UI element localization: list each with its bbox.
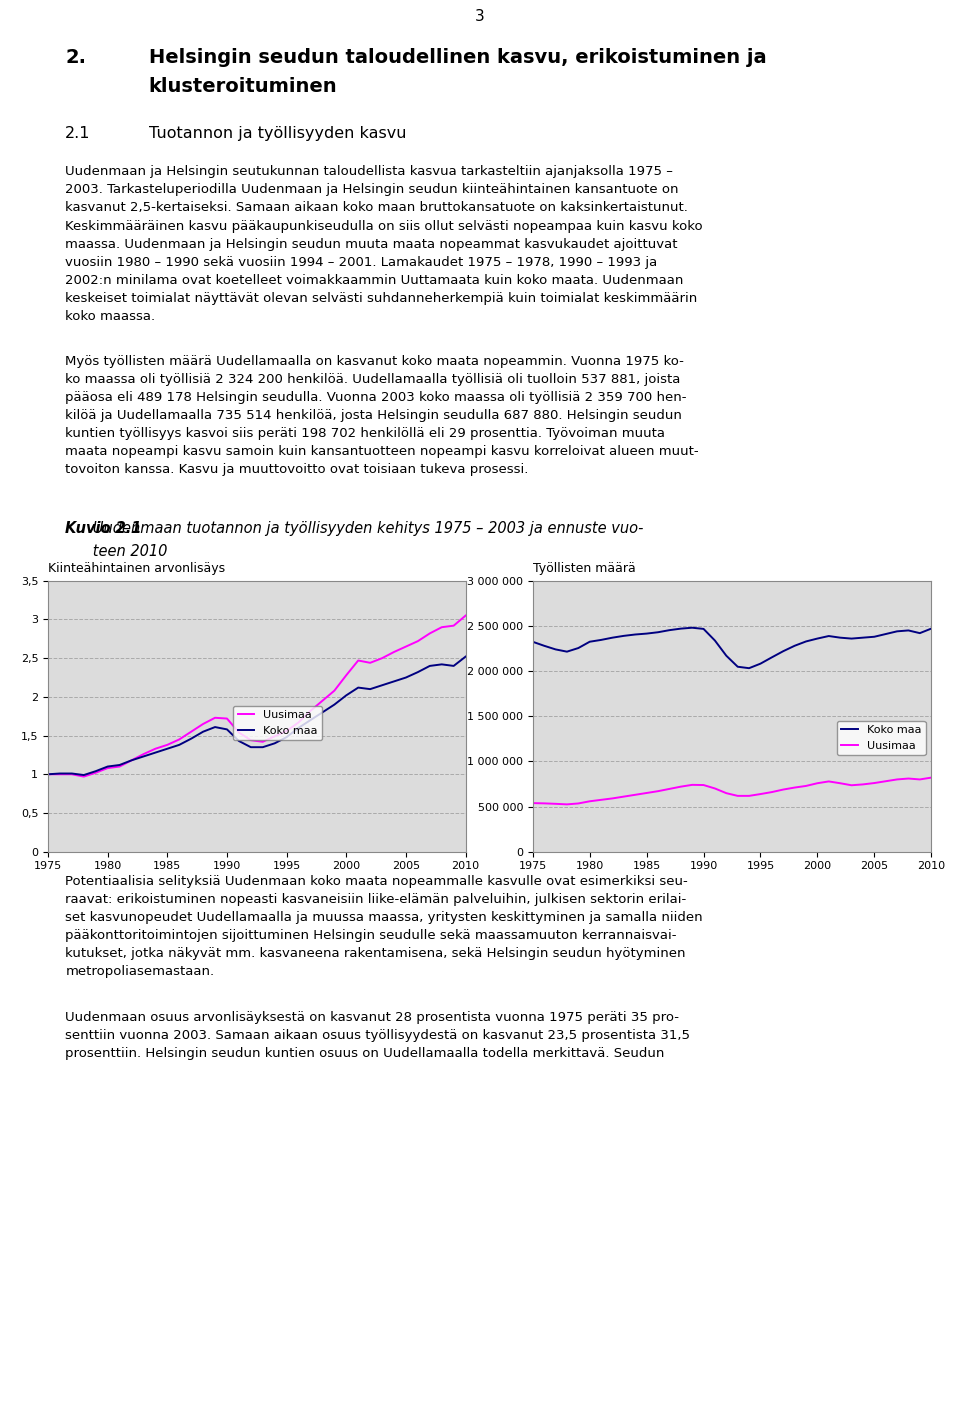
Text: metropoliasemastaan.: metropoliasemastaan. [65,965,214,978]
Text: Uudenmaan ja Helsingin seutukunnan taloudellista kasvua tarkasteltiin ajanjaksol: Uudenmaan ja Helsingin seutukunnan talou… [65,165,673,178]
Text: set kasvunopeudet Uudellamaalla ja muussa maassa, yritysten keskittyminen ja sam: set kasvunopeudet Uudellamaalla ja muuss… [65,912,703,924]
Text: vuosiin 1980 – 1990 sekä vuosiin 1994 – 2001. Lamakaudet 1975 – 1978, 1990 – 199: vuosiin 1980 – 1990 sekä vuosiin 1994 – … [65,255,658,268]
Text: pääosa eli 489 178 Helsingin seudulla. Vuonna 2003 koko maassa oli työllisiä 2 3: pääosa eli 489 178 Helsingin seudulla. V… [65,391,686,404]
Text: keskeiset toimialat näyttävät olevan selvästi suhdanneherkempiä kuin toimialat k: keskeiset toimialat näyttävät olevan sel… [65,292,698,305]
Text: koko maassa.: koko maassa. [65,310,156,323]
Text: Helsingin seudun taloudellinen kasvu, erikoistuminen ja: Helsingin seudun taloudellinen kasvu, er… [149,48,766,66]
Text: klusteroituminen: klusteroituminen [149,76,337,96]
Text: 2003. Tarkasteluperiodilla Uudenmaan ja Helsingin seudun kiinteähintainen kansan: 2003. Tarkasteluperiodilla Uudenmaan ja … [65,183,679,196]
Text: pääkonttoritoimintojen sijoittuminen Helsingin seudulle sekä maassamuuton kerran: pääkonttoritoimintojen sijoittuminen Hel… [65,930,677,943]
Text: Myös työllisten määrä Uudellamaalla on kasvanut koko maata nopeammin. Vuonna 197: Myös työllisten määrä Uudellamaalla on k… [65,356,684,368]
Text: Uudenmaan tuotannon ja työllisyyden kehitys 1975 – 2003 ja ennuste vuo-: Uudenmaan tuotannon ja työllisyyden kehi… [65,521,643,536]
Text: kutukset, jotka näkyvät mm. kasvaneena rakentamisena, sekä Helsingin seudun hyöt: kutukset, jotka näkyvät mm. kasvaneena r… [65,947,685,961]
Text: 3: 3 [475,8,485,24]
Text: Keskimmääräinen kasvu pääkaupunkiseudulla on siis ollut selvästi nopeampaa kuin : Keskimmääräinen kasvu pääkaupunkiseudull… [65,220,703,233]
Text: prosenttiin. Helsingin seudun kuntien osuus on Uudellamaalla todella merkittavä.: prosenttiin. Helsingin seudun kuntien os… [65,1047,664,1060]
Text: Tuotannon ja työllisyyden kasvu: Tuotannon ja työllisyyden kasvu [149,126,406,141]
Text: Kiinteähintainen arvonlisäys: Kiinteähintainen arvonlisäys [48,562,226,576]
Text: Työllisten määrä: Työllisten määrä [533,562,636,576]
Text: ko maassa oli työllisiä 2 324 200 henkilöä. Uudellamaalla työllisiä oli tuolloin: ko maassa oli työllisiä 2 324 200 henkil… [65,373,681,387]
Text: 2.1: 2.1 [65,126,91,141]
Text: Uudenmaan osuus arvonlisäyksestä on kasvanut 28 prosentista vuonna 1975 peräti 3: Uudenmaan osuus arvonlisäyksestä on kasv… [65,1010,680,1023]
Text: maata nopeampi kasvu samoin kuin kansantuotteen nopeampi kasvu korreloivat aluee: maata nopeampi kasvu samoin kuin kansant… [65,446,699,459]
Text: raavat: erikoistuminen nopeasti kasvaneisiin liike-elämän palveluihin, julkisen : raavat: erikoistuminen nopeasti kasvanei… [65,893,686,906]
Text: 2002:n minilama ovat koetelleet voimakkaammin Uuttamaata kuin koko maata. Uudenm: 2002:n minilama ovat koetelleet voimakka… [65,274,684,286]
Text: senttiin vuonna 2003. Samaan aikaan osuus työllisyydestä on kasvanut 23,5 prosen: senttiin vuonna 2003. Samaan aikaan osuu… [65,1029,690,1041]
Text: Kuvio 2.1: Kuvio 2.1 [65,521,142,536]
Text: kilöä ja Uudellamaalla 735 514 henkilöä, josta Helsingin seudulla 687 880. Helsi: kilöä ja Uudellamaalla 735 514 henkilöä,… [65,409,683,422]
Legend: Uusimaa, Koko maa: Uusimaa, Koko maa [233,706,322,741]
Text: Potentiaalisia selityksiä Uudenmaan koko maata nopeammalle kasvulle ovat esimerk: Potentiaalisia selityksiä Uudenmaan koko… [65,875,688,888]
Text: teen 2010: teen 2010 [65,543,168,559]
Text: kuntien työllisyys kasvoi siis peräti 198 702 henkilöllä eli 29 prosenttia. Työv: kuntien työllisyys kasvoi siis peräti 19… [65,428,665,440]
Text: maassa. Uudenmaan ja Helsingin seudun muuta maata nopeammat kasvukaudet ajoittuv: maassa. Uudenmaan ja Helsingin seudun mu… [65,237,678,251]
Text: tovoiton kanssa. Kasvu ja muuttovoitto ovat toisiaan tukeva prosessi.: tovoiton kanssa. Kasvu ja muuttovoitto o… [65,463,529,477]
Text: kasvanut 2,5-kertaiseksi. Samaan aikaan koko maan bruttokansatuote on kaksinkert: kasvanut 2,5-kertaiseksi. Samaan aikaan … [65,202,688,214]
Legend: Koko maa, Uusimaa: Koko maa, Uusimaa [837,721,925,755]
Text: 2.: 2. [65,48,86,66]
